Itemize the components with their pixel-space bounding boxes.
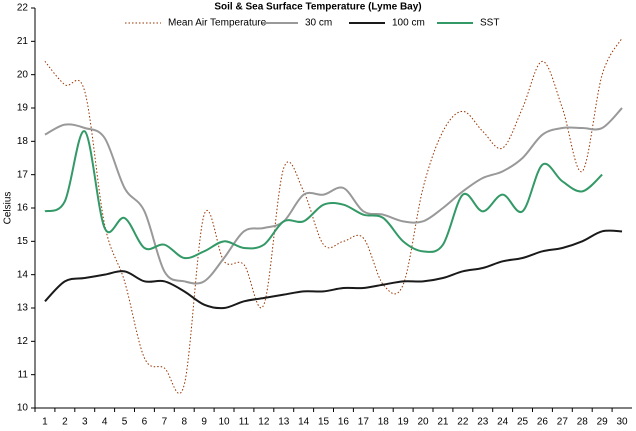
- x-tick-label: 20: [417, 417, 429, 428]
- x-tick-label: 8: [181, 417, 187, 428]
- x-tick-label: 24: [497, 417, 509, 428]
- y-tick-label: 10: [17, 403, 29, 414]
- y-axis-label: Celsius: [3, 192, 14, 225]
- legend-label: SST: [480, 18, 499, 29]
- series-line: [44, 107, 623, 285]
- x-tick-label: 30: [616, 417, 628, 428]
- x-tick-label: 12: [258, 417, 270, 428]
- y-tick-label: 18: [17, 136, 29, 147]
- x-tick-label: 14: [298, 417, 310, 428]
- x-tick-label: 25: [517, 417, 529, 428]
- series-line: [44, 130, 603, 260]
- x-tick-label: 19: [398, 417, 410, 428]
- y-tick-label: 17: [17, 169, 29, 180]
- x-tick-label: 13: [278, 417, 290, 428]
- x-tick-label: 27: [557, 417, 569, 428]
- y-tick-label: 12: [17, 336, 29, 347]
- x-tick-label: 18: [378, 417, 390, 428]
- x-tick-label: 22: [457, 417, 469, 428]
- x-tick-label: 15: [318, 417, 330, 428]
- legend-label: 100 cm: [392, 18, 425, 29]
- y-tick-label: 16: [17, 203, 29, 214]
- legend-label: 30 cm: [305, 18, 332, 29]
- x-tick-label: 5: [122, 417, 128, 428]
- y-tick-label: 14: [17, 269, 29, 280]
- x-tick-label: 11: [239, 417, 250, 428]
- x-tick-label: 1: [42, 417, 48, 428]
- series-line: [44, 37, 623, 394]
- x-tick-label: 9: [201, 417, 207, 428]
- y-tick-label: 15: [17, 236, 29, 247]
- x-tick-label: 7: [162, 417, 168, 428]
- series-line: [44, 229, 623, 310]
- x-tick-label: 4: [102, 417, 108, 428]
- x-tick-label: 10: [218, 417, 230, 428]
- y-tick-label: 21: [17, 36, 29, 47]
- x-tick-label: 28: [577, 417, 589, 428]
- x-tick-label: 26: [537, 417, 549, 428]
- x-tick-label: 29: [597, 417, 609, 428]
- y-tick-label: 19: [17, 103, 29, 114]
- legend-label: Mean Air Temperature: [168, 18, 267, 29]
- x-tick-label: 21: [437, 417, 449, 428]
- y-tick-label: 20: [17, 69, 29, 80]
- x-tick-label: 3: [82, 417, 88, 428]
- x-tick-label: 6: [142, 417, 148, 428]
- y-tick-label: 13: [17, 303, 29, 314]
- y-tick-label: 22: [17, 3, 29, 14]
- chart-title: Soil & Sea Surface Temperature (Lyme Bay…: [214, 2, 421, 13]
- x-tick-label: 23: [477, 417, 489, 428]
- x-tick-label: 17: [358, 417, 370, 428]
- x-tick-label: 16: [338, 417, 350, 428]
- y-tick-label: 11: [18, 369, 29, 380]
- x-tick-label: 2: [62, 417, 68, 428]
